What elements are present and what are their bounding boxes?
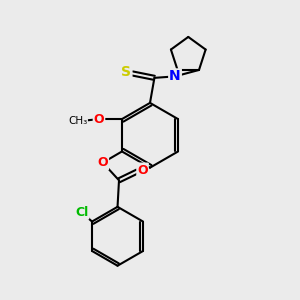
Text: O: O bbox=[94, 112, 104, 126]
Text: N: N bbox=[169, 69, 181, 83]
Text: CH₃: CH₃ bbox=[68, 116, 87, 126]
Text: Cl: Cl bbox=[75, 206, 88, 219]
Text: O: O bbox=[98, 156, 108, 169]
Text: S: S bbox=[122, 65, 131, 79]
Text: O: O bbox=[137, 164, 148, 176]
